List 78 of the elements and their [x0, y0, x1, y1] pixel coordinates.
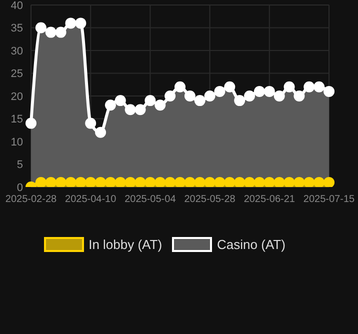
point — [85, 118, 96, 129]
point — [144, 95, 156, 106]
point — [164, 176, 176, 187]
point — [204, 90, 216, 102]
point — [95, 126, 106, 138]
point — [264, 176, 275, 187]
point — [75, 176, 86, 187]
point — [284, 176, 295, 187]
point — [304, 176, 315, 187]
x-tick-label: 2025-07-15 — [303, 194, 356, 206]
y-tick-label: 40 — [10, 0, 23, 12]
x-tick-label: 2025-06-21 — [244, 194, 296, 206]
y-tick-label: 35 — [10, 22, 23, 35]
point — [284, 81, 295, 92]
y-tick-label: 20 — [10, 90, 23, 103]
point — [75, 18, 86, 29]
point — [124, 176, 136, 187]
point — [274, 90, 285, 102]
x-tick-label: 2025-02-28 — [5, 194, 58, 206]
point — [254, 176, 265, 187]
point — [204, 176, 216, 187]
point — [174, 176, 186, 187]
point — [294, 176, 305, 187]
point — [104, 176, 116, 187]
point — [134, 104, 146, 116]
point — [214, 86, 226, 97]
y-tick-label: 5 — [16, 159, 23, 172]
point — [234, 176, 246, 187]
point — [104, 100, 116, 111]
point — [184, 176, 196, 187]
point — [114, 176, 126, 187]
point — [164, 90, 176, 102]
point — [194, 95, 206, 106]
point — [95, 176, 106, 187]
point — [65, 18, 76, 29]
y-tick-label: 30 — [10, 45, 23, 58]
point — [174, 81, 186, 92]
point — [244, 176, 256, 187]
point — [134, 176, 146, 187]
point — [324, 176, 334, 187]
y-tick-label: 10 — [10, 136, 23, 148]
point — [35, 22, 46, 34]
point — [154, 176, 166, 187]
point — [55, 176, 66, 187]
point — [124, 104, 136, 116]
point — [224, 176, 236, 187]
x-tick-label: 2025-04-10 — [65, 194, 117, 206]
point — [35, 176, 46, 187]
point — [214, 176, 226, 187]
legend-label: In lobby (AT) — [88, 237, 162, 252]
y-tick-label: 25 — [10, 68, 23, 80]
point — [294, 90, 305, 102]
y-tick-label: 15 — [10, 114, 23, 126]
point — [274, 176, 285, 187]
point — [65, 176, 76, 187]
point — [314, 176, 325, 187]
x-tick-label: 2025-05-04 — [124, 194, 176, 206]
point — [244, 90, 256, 102]
point — [45, 26, 56, 38]
point — [314, 81, 325, 92]
point — [324, 86, 334, 97]
point — [254, 86, 265, 97]
legend-label: Casino (AT) — [217, 237, 286, 252]
point — [184, 90, 196, 102]
x-tick-label: 2025-05-28 — [184, 194, 236, 206]
point — [194, 176, 206, 187]
point — [154, 100, 166, 111]
point — [85, 176, 96, 187]
point — [224, 81, 236, 92]
point — [114, 95, 126, 106]
point — [26, 118, 36, 129]
point — [234, 95, 246, 106]
point — [304, 81, 315, 92]
point — [55, 26, 66, 38]
point — [144, 176, 156, 187]
point — [45, 176, 56, 187]
point — [264, 86, 275, 97]
y-tick-label: 0 — [16, 182, 23, 194]
